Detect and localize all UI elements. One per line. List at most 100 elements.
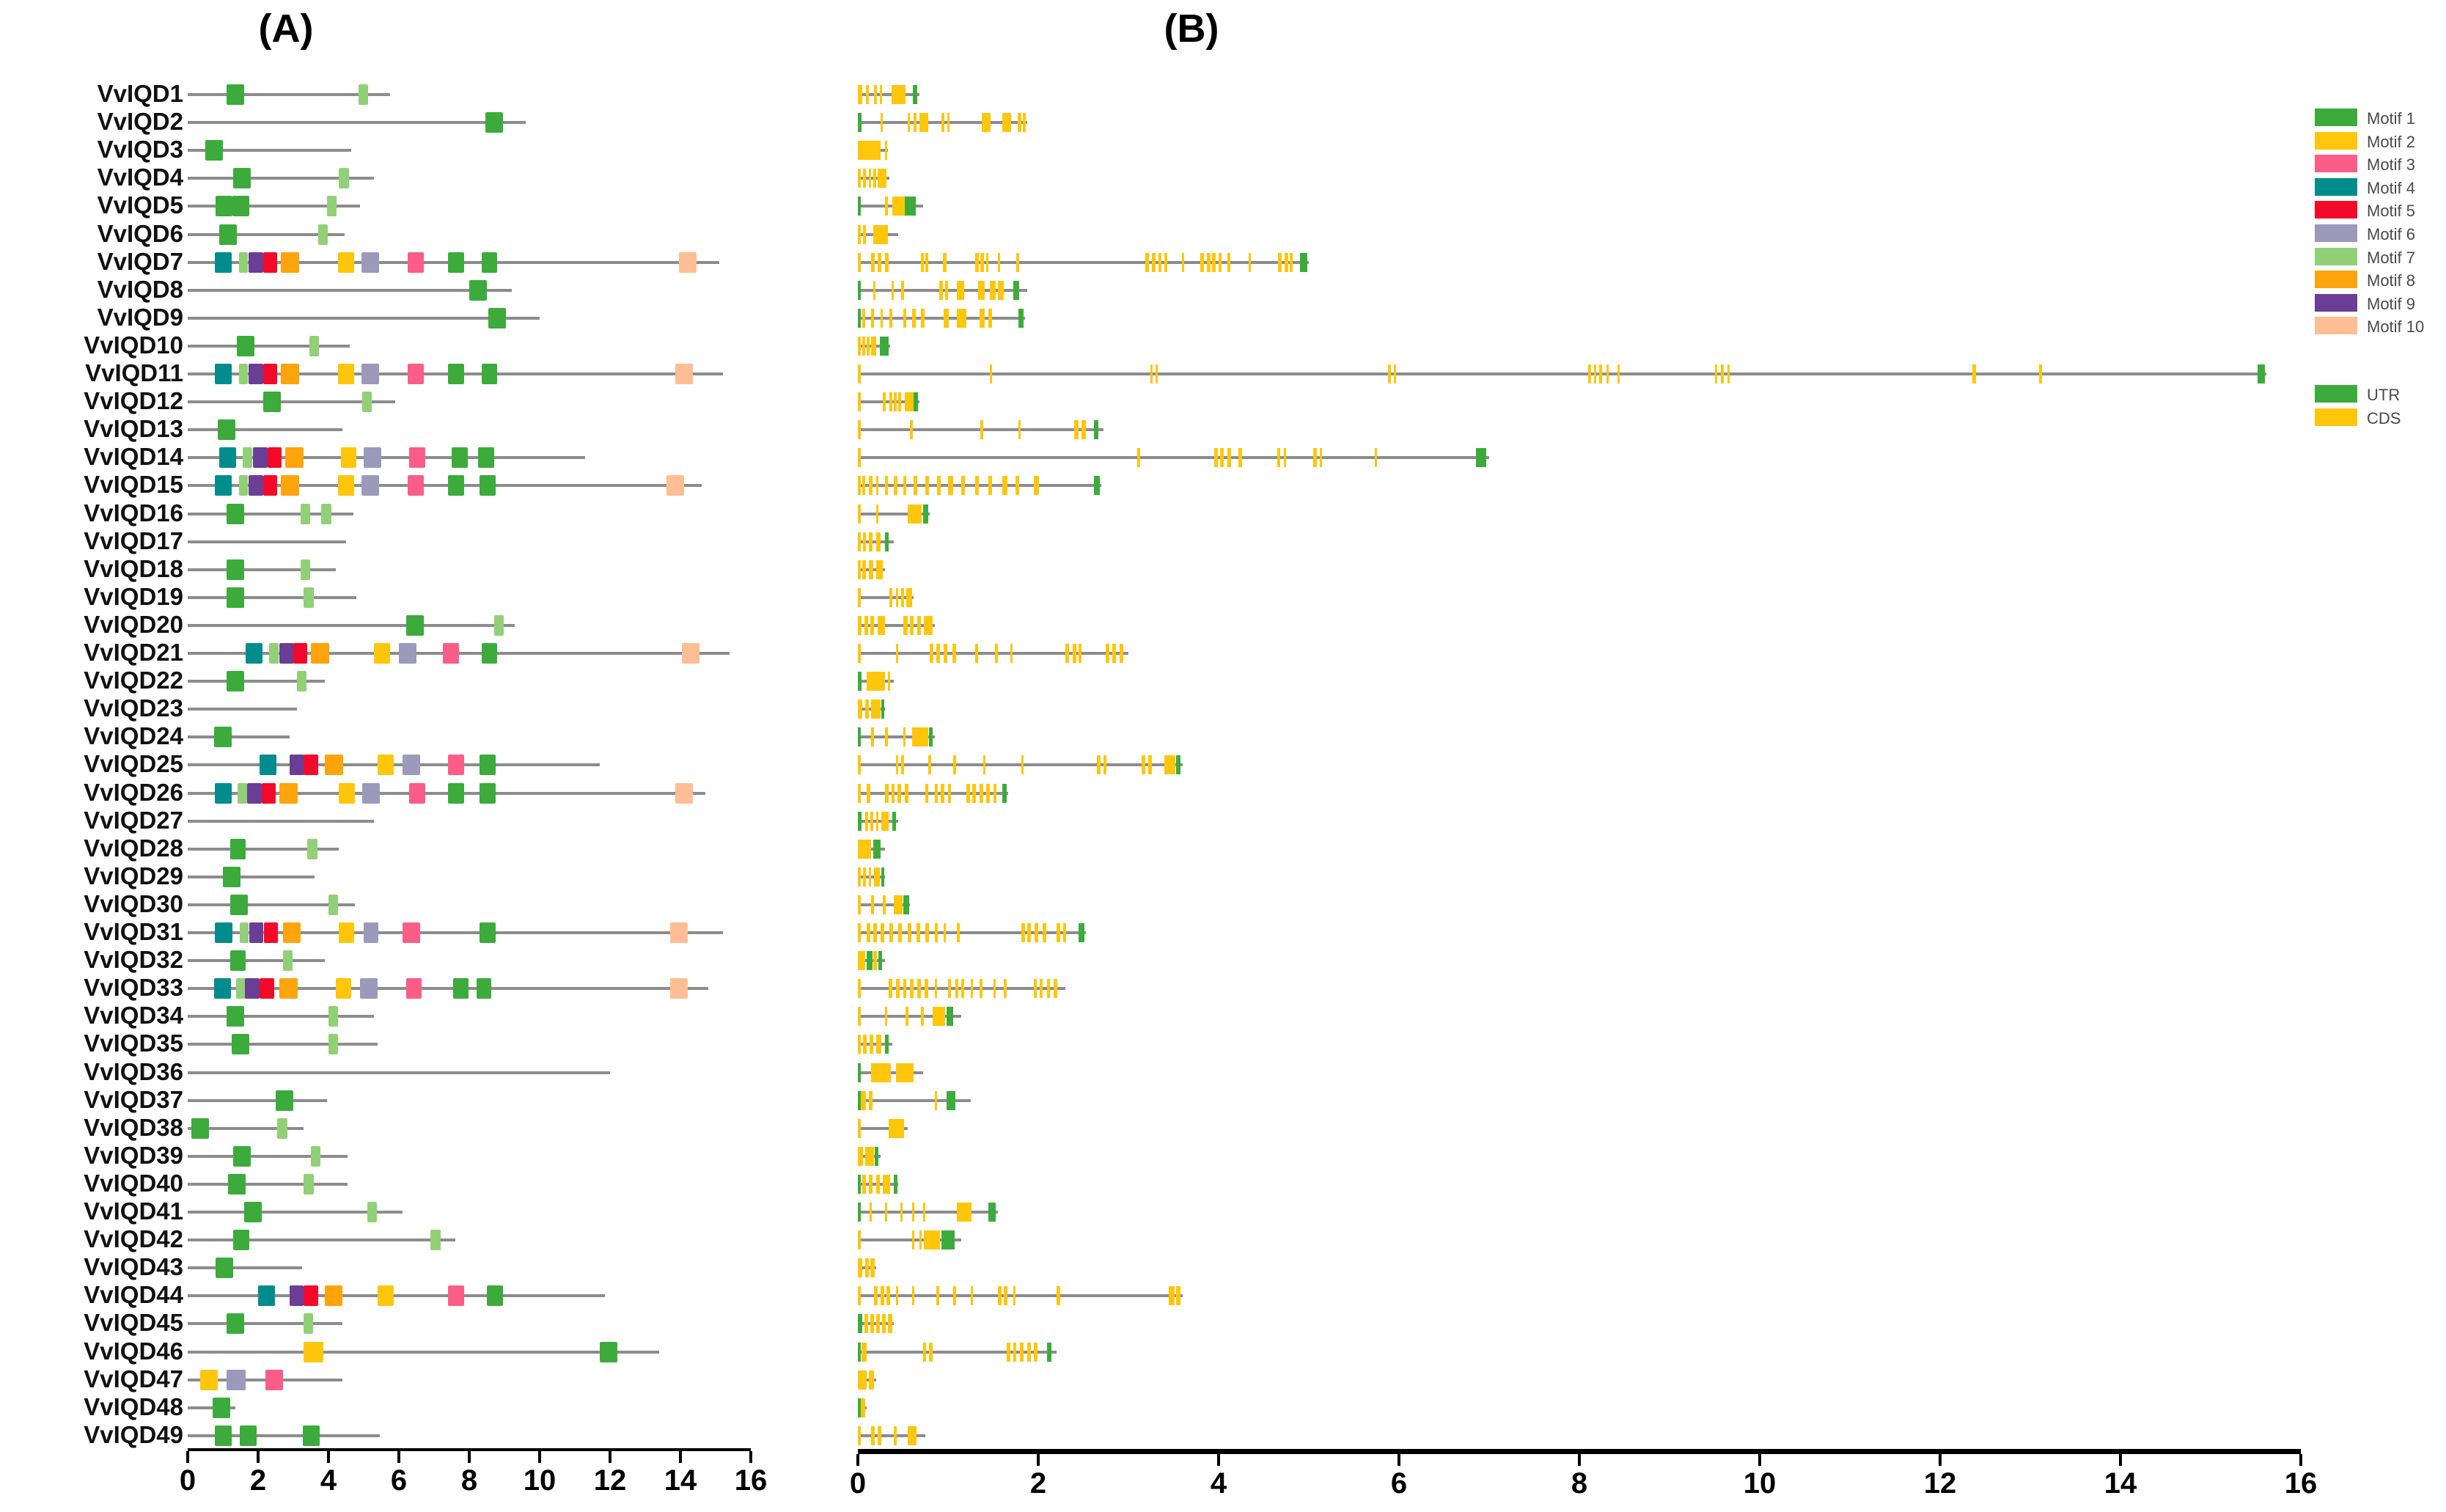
- utr-segment: [894, 1174, 898, 1194]
- cds-segment: [891, 783, 895, 803]
- legend-swatch-motif-10: [2315, 317, 2357, 335]
- exon-track-line: [858, 93, 919, 96]
- cds-segment: [980, 420, 983, 440]
- motif-4-box: [219, 447, 237, 469]
- motif-track-line: [188, 1211, 403, 1214]
- cds-segment: [925, 783, 928, 803]
- cds-segment: [873, 923, 877, 942]
- utr-segment: [903, 895, 910, 914]
- cds-segment: [883, 895, 886, 914]
- motif-1-box: [214, 1425, 232, 1446]
- motif-track-line: [188, 149, 352, 153]
- cds-segment: [864, 811, 868, 831]
- motif-1-box: [453, 978, 469, 999]
- gene-label: VvIQD19: [84, 582, 183, 610]
- motif-4-box: [215, 475, 232, 496]
- motif-1-box: [481, 364, 498, 384]
- cds-segment: [903, 979, 907, 999]
- utr-segment: [946, 1007, 954, 1027]
- exon-track-line: [858, 1238, 962, 1242]
- cds-segment: [870, 811, 873, 831]
- cds-segment: [911, 1286, 915, 1306]
- motif-9-box: [290, 755, 305, 776]
- cds-segment: [903, 615, 908, 635]
- cds-segment: [1013, 1286, 1016, 1306]
- motif-2-box: [337, 252, 354, 273]
- motif-1-box: [452, 447, 468, 469]
- motif-4-box: [215, 252, 232, 273]
- utr-segment: [1013, 280, 1020, 300]
- cds-segment: [1714, 364, 1718, 383]
- cds-segment: [858, 169, 861, 188]
- motif-4-box: [215, 364, 232, 384]
- cds-segment: [894, 476, 898, 496]
- cds-segment: [864, 700, 869, 719]
- legend-label: Motif 1: [2367, 109, 2416, 128]
- cds-segment: [1169, 1286, 1175, 1306]
- motif-3-box: [409, 447, 425, 469]
- motif-7-box: [238, 782, 247, 804]
- motif-7-box: [304, 1313, 313, 1335]
- motif-track-line: [188, 903, 355, 906]
- motif-1-box: [448, 364, 464, 384]
- legend-swatch-motif-5: [2315, 201, 2357, 219]
- motif-7-box: [317, 224, 328, 245]
- motif-5-box: [304, 1285, 318, 1307]
- cds-segment: [1006, 1342, 1010, 1362]
- cds-segment: [948, 476, 954, 496]
- motif-6-box: [360, 978, 378, 999]
- cds-segment: [1020, 1342, 1024, 1362]
- motif-10-box: [666, 475, 684, 496]
- utr-segment: [873, 839, 881, 859]
- axis-tick-label: 16: [734, 1464, 768, 1497]
- motif-1-box: [237, 335, 255, 356]
- utr-segment: [884, 1035, 889, 1054]
- axis-tick: [468, 1451, 471, 1463]
- utr-segment: [913, 85, 918, 104]
- axis-tick-label: 14: [2104, 1467, 2137, 1500]
- cds-segment: [974, 252, 979, 272]
- cds-segment: [895, 1063, 914, 1082]
- cds-segment: [858, 700, 863, 719]
- motif-4-box: [260, 755, 277, 776]
- legend-swatch-motif-1: [2315, 109, 2357, 126]
- motif-1-box: [233, 168, 251, 189]
- motif-3-box: [408, 364, 424, 384]
- motif-track-line: [188, 763, 600, 767]
- panel-b-title: (B): [1164, 7, 1219, 51]
- motif-track-line: [188, 205, 361, 208]
- motif-1-box: [212, 1397, 230, 1418]
- cds-segment: [868, 559, 873, 579]
- axis-tick: [397, 1451, 400, 1463]
- motif-track-line: [188, 1098, 327, 1102]
- motif-track-line: [188, 540, 346, 543]
- cds-segment: [1040, 979, 1043, 999]
- motif-track-line: [188, 987, 709, 991]
- cds-segment: [875, 811, 879, 831]
- cds-segment: [863, 1035, 867, 1054]
- axis-tick: [1578, 1454, 1581, 1466]
- cds-segment: [1027, 923, 1032, 942]
- exon-track-line: [858, 623, 935, 627]
- motif-1-box: [599, 1341, 617, 1362]
- axis-tick: [1037, 1454, 1040, 1466]
- cds-segment: [875, 476, 879, 496]
- cds-segment: [911, 308, 916, 328]
- gene-label: VvIQD22: [84, 667, 183, 694]
- utr-segment: [988, 1203, 996, 1222]
- utr-segment: [941, 1230, 955, 1250]
- cds-segment: [888, 979, 892, 999]
- cds-segment: [919, 113, 928, 133]
- cds-segment: [863, 867, 867, 887]
- cds-segment: [869, 1203, 873, 1222]
- gene-label: VvIQD33: [84, 974, 183, 1002]
- motif-1-box: [226, 1313, 244, 1335]
- cds-segment: [1212, 252, 1216, 272]
- cds-segment: [864, 1258, 869, 1278]
- gene-label: VvIQD24: [84, 722, 183, 750]
- motif-1-box: [233, 1145, 251, 1167]
- motif-1-box: [216, 196, 232, 217]
- exon-track-line: [858, 456, 1489, 460]
- motif-7-box: [243, 447, 252, 469]
